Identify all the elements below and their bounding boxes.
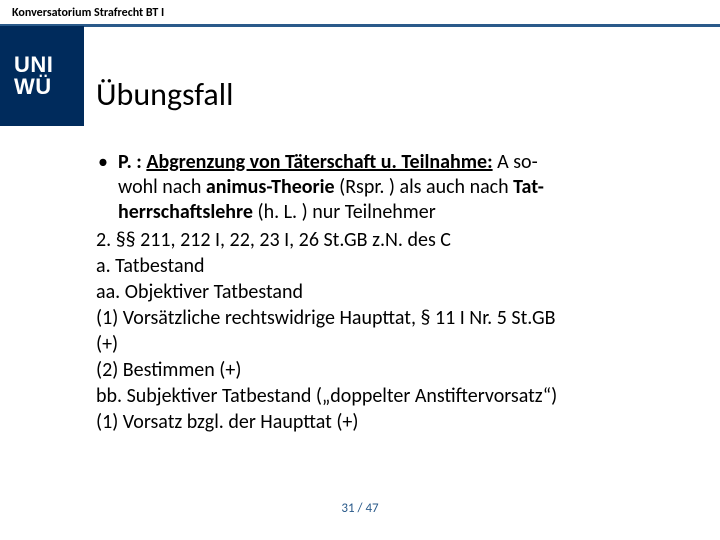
bullet-lead: P. : <box>118 150 146 174</box>
line-3: a. Tatbestand <box>96 253 684 279</box>
line-7: (2) Bestimmen (+) <box>96 357 684 383</box>
bullet-text: P. : Abgrenzung von Täterschaft u. Teiln… <box>118 150 684 225</box>
bullet-line2d: Tat- <box>513 175 544 199</box>
line-2: 2. §§ 211, 212 I, 22, 23 I, 26 St.GB z.N… <box>96 227 684 253</box>
logo-line-1: UNI <box>14 54 84 76</box>
bullet-line3b: (h. L. ) nur Teilnehmer <box>253 200 436 224</box>
page-number: 31 / 47 <box>0 501 720 516</box>
slide-title: Übungsfall <box>96 75 233 114</box>
logo-line-2: WÜ <box>14 76 84 98</box>
line-9: (1) Vorsatz bzgl. der Haupttat (+) <box>96 409 684 435</box>
course-label: Konversatorium Strafrecht BT I <box>0 0 720 24</box>
bullet-line2b: animus-Theorie <box>206 175 335 199</box>
bullet-item: • P. : Abgrenzung von Täterschaft u. Tei… <box>96 150 684 225</box>
university-logo: UNI WÜ <box>0 26 84 126</box>
bullet-marker: • <box>96 150 118 175</box>
page-sep: / <box>355 501 366 516</box>
bullet-line2c: (Rspr. ) als auch nach <box>335 175 514 199</box>
content-area: • P. : Abgrenzung von Täterschaft u. Tei… <box>96 150 684 435</box>
page-current: 31 <box>341 501 354 516</box>
bullet-rest1: A so- <box>493 150 538 174</box>
line-4: aa. Objektiver Tatbestand <box>96 279 684 305</box>
line-6: (+) <box>96 331 684 357</box>
line-8: bb. Subjektiver Tatbestand („doppelter A… <box>96 383 684 409</box>
page-total: 47 <box>365 501 378 516</box>
bullet-line3a: herrschaftslehre <box>118 200 253 224</box>
line-5: (1) Vorsätzliche rechtswidrige Haupttat,… <box>96 305 684 331</box>
bullet-underlined: Abgrenzung von Täterschaft u. Teilnahme: <box>146 150 492 174</box>
header-rule <box>0 24 720 27</box>
bullet-line2a: wohl nach <box>118 175 206 199</box>
